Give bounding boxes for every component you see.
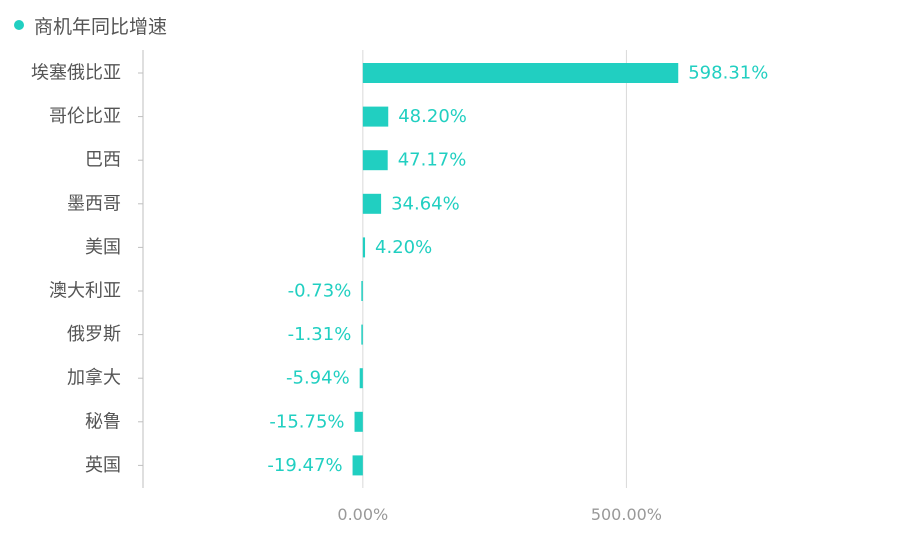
value-label: 598.31% bbox=[688, 63, 768, 84]
legend-marker bbox=[14, 20, 24, 30]
x-tick-label: 0.00% bbox=[337, 505, 388, 524]
value-label: 48.20% bbox=[398, 106, 467, 127]
value-label: -19.47% bbox=[267, 455, 342, 476]
category-label: 美国 bbox=[85, 237, 121, 258]
category-label: 哥伦比亚 bbox=[49, 106, 121, 127]
value-label: 4.20% bbox=[375, 237, 432, 258]
bar bbox=[361, 281, 363, 301]
category-label: 俄罗斯 bbox=[67, 324, 121, 345]
value-label: 34.64% bbox=[391, 193, 460, 214]
category-label: 埃塞俄比亚 bbox=[31, 63, 121, 84]
bar bbox=[361, 324, 363, 345]
category-label: 巴西 bbox=[85, 150, 121, 171]
value-label: -15.75% bbox=[269, 411, 344, 432]
bar bbox=[362, 193, 382, 214]
x-tick-label: 500.00% bbox=[591, 505, 662, 524]
category-label: 墨西哥 bbox=[67, 193, 121, 214]
legend: 商机年同比增速 bbox=[14, 12, 167, 38]
bar bbox=[362, 106, 389, 127]
value-label: 47.17% bbox=[398, 150, 467, 171]
value-label: -1.31% bbox=[288, 324, 352, 345]
category-label: 英国 bbox=[85, 455, 121, 476]
bar bbox=[352, 455, 363, 476]
category-label: 澳大利亚 bbox=[49, 281, 121, 302]
bar bbox=[354, 411, 363, 432]
category-label: 秘鲁 bbox=[85, 411, 121, 432]
bar bbox=[359, 368, 363, 389]
bar bbox=[362, 63, 679, 83]
bar bbox=[362, 237, 366, 258]
bar bbox=[362, 150, 388, 171]
value-label: -0.73% bbox=[288, 281, 352, 302]
legend-label: 商机年同比增速 bbox=[34, 15, 168, 38]
category-label: 加拿大 bbox=[67, 367, 121, 389]
value-label: -5.94% bbox=[286, 368, 350, 389]
